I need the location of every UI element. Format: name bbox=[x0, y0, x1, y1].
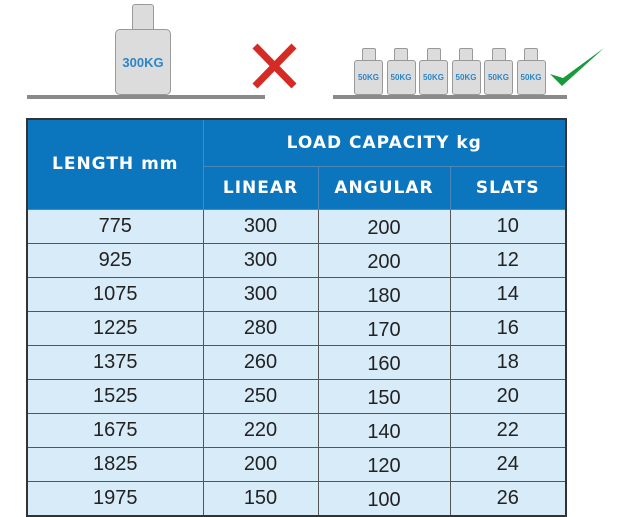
table-row: 925 300 200 12 bbox=[26, 242, 567, 278]
cell-angular: 150 bbox=[317, 378, 451, 414]
cell-slats: 24 bbox=[449, 446, 567, 482]
cell-angular: 180 bbox=[317, 276, 451, 312]
table-row: 1525 250 150 20 bbox=[26, 378, 567, 414]
cell-angular: 140 bbox=[317, 412, 451, 448]
header-angular: ANGULAR bbox=[317, 165, 451, 210]
small-weight-label: 50KG bbox=[419, 60, 448, 95]
cell-slats: 10 bbox=[449, 208, 567, 244]
heavy-weight-label: 300KG bbox=[115, 29, 171, 95]
small-weight: 50KG bbox=[354, 48, 383, 95]
small-weight: 50KG bbox=[451, 48, 481, 95]
cell-length: 1825 bbox=[26, 446, 204, 482]
table-row: 1675 220 140 22 bbox=[26, 412, 567, 448]
cell-slats: 22 bbox=[449, 412, 567, 448]
small-weight-label: 50KG bbox=[386, 60, 416, 95]
cell-length: 1375 bbox=[26, 344, 204, 380]
cell-linear: 250 bbox=[202, 378, 319, 414]
cell-length: 1975 bbox=[26, 480, 204, 516]
cell-linear: 260 bbox=[202, 344, 319, 380]
small-weight: 50KG bbox=[386, 48, 416, 95]
cell-linear: 220 bbox=[202, 412, 319, 448]
table-row: 1375 260 160 18 bbox=[26, 344, 567, 380]
cell-linear: 150 bbox=[202, 480, 319, 516]
cell-linear: 300 bbox=[202, 276, 319, 312]
cell-slats: 14 bbox=[449, 276, 567, 312]
table-row: 1225 280 170 16 bbox=[26, 310, 567, 346]
cell-length: 1675 bbox=[26, 412, 204, 448]
small-weight: 50KG bbox=[484, 48, 513, 95]
table-row: 1825 200 120 24 bbox=[26, 446, 567, 482]
cell-linear: 200 bbox=[202, 446, 319, 482]
red-x-icon bbox=[252, 43, 297, 89]
header-linear: LINEAR bbox=[202, 165, 319, 210]
header-slats: SLATS bbox=[449, 165, 567, 210]
cell-slats: 26 bbox=[449, 480, 567, 516]
table-row: 775 300 200 10 bbox=[26, 208, 567, 244]
small-weight-label: 50KG bbox=[516, 60, 546, 95]
small-weight-label: 50KG bbox=[484, 60, 513, 95]
small-weight: 50KG bbox=[419, 48, 448, 95]
cell-slats: 12 bbox=[449, 242, 567, 278]
cell-length: 1225 bbox=[26, 310, 204, 346]
cell-linear: 300 bbox=[202, 208, 319, 244]
cell-angular: 200 bbox=[317, 208, 451, 244]
small-weight: 50KG bbox=[516, 48, 546, 95]
heavy-weight: 300KG bbox=[115, 4, 171, 95]
cell-slats: 16 bbox=[449, 310, 567, 346]
cell-slats: 20 bbox=[449, 378, 567, 414]
table-row: 1975 150 100 26 bbox=[26, 480, 567, 516]
header-length: LENGTH mm bbox=[26, 118, 204, 210]
cell-length: 925 bbox=[26, 242, 204, 278]
cell-angular: 170 bbox=[317, 310, 451, 346]
cell-slats: 18 bbox=[449, 344, 567, 380]
cell-angular: 100 bbox=[317, 480, 451, 516]
table-row: 1075 300 180 14 bbox=[26, 276, 567, 312]
cell-angular: 160 bbox=[317, 344, 451, 380]
green-check-icon bbox=[550, 48, 604, 86]
cell-angular: 200 bbox=[317, 242, 451, 278]
cell-length: 1075 bbox=[26, 276, 204, 312]
cell-length: 1525 bbox=[26, 378, 204, 414]
cell-angular: 120 bbox=[317, 446, 451, 482]
cell-length: 775 bbox=[26, 208, 204, 244]
shelf-left bbox=[27, 95, 265, 99]
small-weight-label: 50KG bbox=[451, 60, 481, 95]
shelf-right bbox=[333, 95, 567, 99]
cell-linear: 300 bbox=[202, 242, 319, 278]
small-weight-label: 50KG bbox=[354, 60, 383, 95]
cell-linear: 280 bbox=[202, 310, 319, 346]
load-capacity-table: LENGTH mm LOAD CAPACITY kg LINEAR ANGULA… bbox=[26, 118, 567, 517]
header-load-capacity: LOAD CAPACITY kg bbox=[202, 118, 567, 167]
